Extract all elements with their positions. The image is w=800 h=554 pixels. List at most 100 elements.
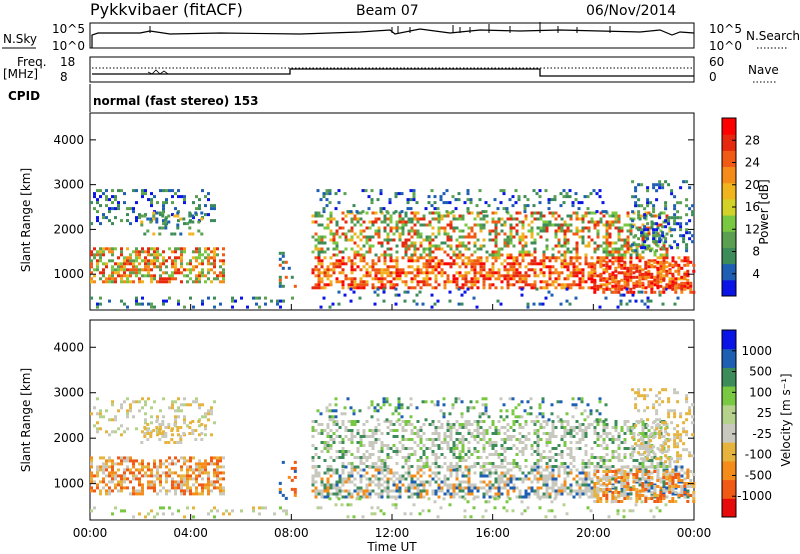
- velocity-cell: [397, 412, 401, 416]
- power-cell: [532, 204, 536, 208]
- power-cell: [147, 259, 150, 263]
- power-cell: [365, 238, 369, 242]
- power-cell: [147, 271, 150, 275]
- power-cell: [608, 214, 612, 218]
- velocity-cell: [494, 495, 498, 499]
- power-cell: [631, 225, 635, 229]
- power-cell: [554, 217, 558, 221]
- velocity-cell: [146, 432, 150, 435]
- power-data: [90, 180, 696, 309]
- power-cell: [138, 268, 141, 272]
- velocity-cell: [458, 486, 462, 490]
- velocity-cell: [96, 465, 99, 469]
- velocity-cell: [611, 465, 615, 468]
- velocity-cell: [629, 471, 633, 475]
- velocity-cell: [587, 474, 591, 478]
- power-cell: [422, 247, 426, 251]
- velocity-cell: [521, 441, 525, 444]
- velocity-cell: [449, 435, 453, 438]
- power-cell: [140, 220, 144, 224]
- power-cell: [628, 299, 632, 303]
- power-cell: [590, 265, 594, 269]
- velocity-cell: [590, 492, 594, 496]
- velocity-cell: [332, 420, 336, 423]
- power-cell: [662, 220, 666, 224]
- velocity-cell: [488, 480, 492, 484]
- power-cell: [398, 214, 402, 218]
- power-cell: [617, 290, 621, 294]
- power-cell: [171, 213, 174, 217]
- power-cell: [135, 219, 138, 223]
- power-cell: [518, 235, 522, 239]
- velocity-cell: [120, 477, 123, 481]
- power-cell: [329, 229, 333, 233]
- power-cell: [677, 256, 681, 260]
- velocity-cell: [117, 483, 120, 487]
- y-tick-label: 4000: [53, 133, 84, 147]
- power-cell: [557, 274, 561, 278]
- power-cell: [383, 238, 387, 242]
- velocity-cell: [464, 453, 468, 456]
- power-cell: [509, 229, 513, 233]
- velocity-cell: [421, 400, 425, 404]
- velocity-cell: [96, 483, 99, 487]
- power-cell: [108, 210, 111, 214]
- velocity-cell: [581, 492, 585, 496]
- velocity-cell: [186, 483, 189, 487]
- velocity-cell: [152, 429, 156, 432]
- velocity-cell: [168, 456, 171, 460]
- velocity-cell: [90, 459, 93, 463]
- velocity-cell: [599, 435, 603, 438]
- velocity-cell: [329, 444, 333, 447]
- power-cell: [138, 253, 141, 257]
- velocity-cell: [407, 468, 411, 472]
- power-cell: [174, 265, 177, 269]
- velocity-cell: [665, 486, 669, 490]
- power-cell: [461, 253, 465, 257]
- velocity-cell: [581, 480, 585, 484]
- velocity-cell: [629, 492, 633, 496]
- power-cell: [560, 286, 564, 290]
- power-cell: [325, 204, 329, 208]
- power-cell: [680, 259, 684, 263]
- power-cell: [418, 290, 422, 294]
- power-cell: [368, 250, 372, 254]
- power-cell: [533, 211, 537, 215]
- power-cell: [638, 278, 642, 282]
- power-cell: [434, 265, 438, 269]
- velocity-cell: [542, 474, 546, 478]
- power-cell: [638, 256, 642, 260]
- velocity-cell: [431, 441, 435, 444]
- power-cell: [407, 232, 411, 236]
- power-cell: [174, 247, 177, 251]
- velocity-cell: [569, 432, 573, 435]
- power-cell: [179, 232, 183, 236]
- velocity-cell: [437, 465, 441, 468]
- velocity-cell: [482, 495, 486, 499]
- velocity-cell: [551, 456, 555, 459]
- velocity-cell: [482, 474, 486, 478]
- velocity-cell: [455, 432, 459, 435]
- velocity-cell: [443, 474, 447, 478]
- power-cell: [640, 228, 644, 232]
- velocity-cell: [383, 474, 387, 478]
- velocity-cell: [548, 465, 552, 468]
- power-cell: [406, 207, 410, 211]
- velocity-cell: [566, 447, 570, 450]
- velocity-cell: [368, 495, 372, 499]
- power-cell: [491, 238, 495, 242]
- velocity-cell: [479, 471, 483, 475]
- velocity-cell: [425, 459, 429, 462]
- power-cell: [443, 283, 447, 287]
- power-cell: [338, 265, 342, 269]
- power-cell: [631, 180, 635, 184]
- velocity-cell: [602, 429, 606, 432]
- velocity-cell: [539, 426, 543, 429]
- power-cell: [440, 262, 444, 266]
- power-cell: [404, 238, 408, 242]
- power-cell: [572, 262, 576, 266]
- velocity-cell: [123, 480, 126, 484]
- power-cell: [517, 198, 521, 202]
- power-cell: [653, 214, 657, 218]
- power-cell: [177, 299, 180, 303]
